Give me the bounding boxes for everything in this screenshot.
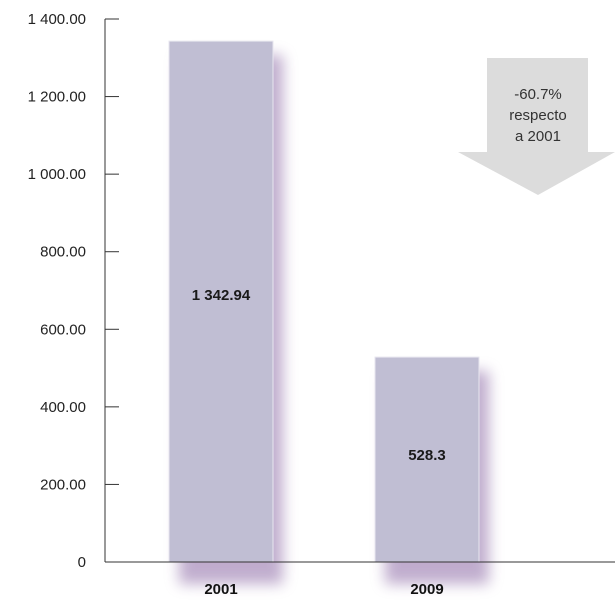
annotation-line-3: a 2001 [515, 128, 561, 145]
down-arrow-icon [458, 58, 615, 195]
y-tick-label-1000: 1 000.00 [28, 166, 86, 183]
x-tick-label-2001: 2001 [204, 581, 237, 598]
y-axis: 0 200.00 400.00 600.00 800.00 1 000.00 1 200.0… [28, 11, 615, 571]
y-tick-label-200: 200.00 [40, 476, 86, 493]
data-label-2009: 528.3 [408, 447, 446, 464]
bar-2009 [374, 356, 480, 563]
annotation-line-2: respecto [509, 107, 567, 124]
y-tick-label-800: 800.00 [40, 244, 86, 261]
bar-2001 [168, 40, 274, 563]
y-tick-label-1400: 1 400.00 [28, 11, 86, 28]
y-tick-label-1200: 1 200.00 [28, 89, 86, 106]
annotation-line-1: -60.7% [514, 86, 562, 103]
x-tick-label-2009: 2009 [410, 581, 443, 598]
labels: 1 342.94 2001 528.3 2009 [192, 287, 446, 598]
y-tick-label-400: 400.00 [40, 399, 86, 416]
y-tick-label-0: 0 [78, 554, 86, 571]
change-annotation: -60.7% respecto a 2001 [458, 58, 615, 195]
data-label-2001: 1 342.94 [192, 287, 251, 304]
bars [168, 40, 480, 563]
y-tick-label-600: 600.00 [40, 321, 86, 338]
